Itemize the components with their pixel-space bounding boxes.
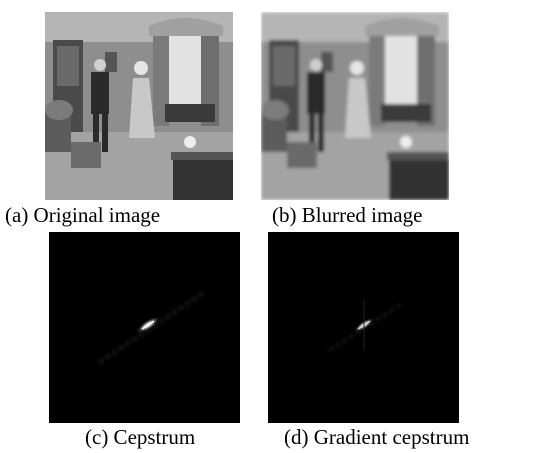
- figure: (a) Original image (b) Blurred image (c)…: [0, 0, 537, 453]
- page: {"panels": [ {"caption": "(a) Original i…: [0, 0, 537, 453]
- caption: (b) Blurred image: [272, 203, 422, 227]
- caption: (c) Cepstrum: [85, 425, 195, 449]
- caption: (d) Gradient cepstrum: [284, 425, 469, 449]
- caption: (a) Original image: [5, 203, 160, 227]
- original-image: [45, 12, 233, 200]
- cepstrum-image: [49, 232, 240, 423]
- blurred-image: [261, 12, 449, 200]
- gradient-cepstrum-image: [268, 232, 459, 423]
